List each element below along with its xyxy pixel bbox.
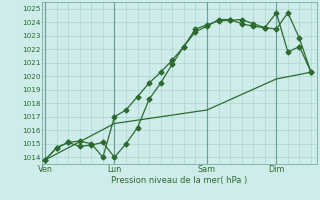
X-axis label: Pression niveau de la mer( hPa ): Pression niveau de la mer( hPa ): [111, 176, 247, 185]
